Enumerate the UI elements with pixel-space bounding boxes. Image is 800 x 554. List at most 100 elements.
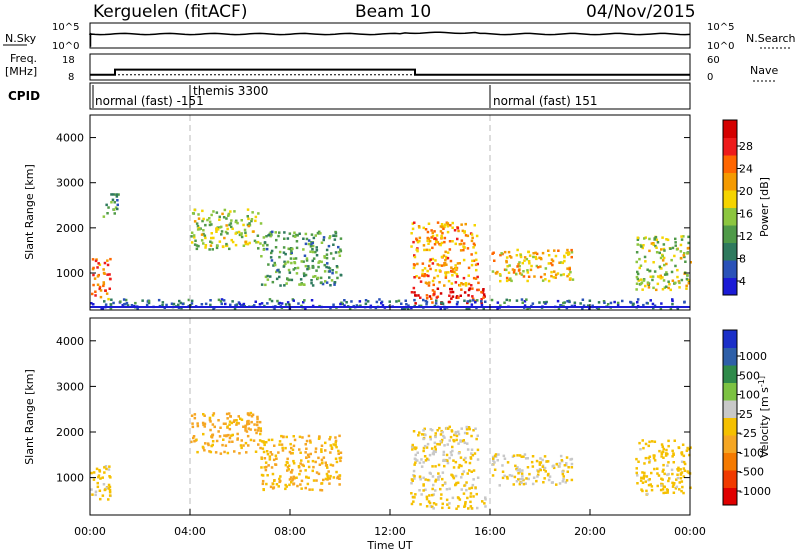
data-cell-region-3 <box>262 236 266 239</box>
data-cell-region-2 <box>262 450 266 454</box>
data-cell-region-0 <box>101 494 105 497</box>
data-cell-region-8 <box>407 304 410 307</box>
data-cell-region-8 <box>465 307 468 310</box>
data-cell-region-4 <box>447 427 450 430</box>
data-cell-region-3 <box>339 274 343 277</box>
data-cell-region-5 <box>441 231 444 235</box>
data-cell-region-3 <box>428 494 431 497</box>
data-cell-region-2 <box>260 440 264 443</box>
time-x-ticks: 00:00 04:00 08:00 12:00 16:00 20:00 00:00 <box>74 304 706 538</box>
data-cell-region-3 <box>309 245 313 248</box>
data-cell-region-1 <box>244 426 247 430</box>
data-cell-region-8 <box>339 302 342 306</box>
data-cell-region-5 <box>459 249 463 252</box>
data-cell-region-5 <box>517 478 520 481</box>
data-cell-region-4 <box>471 297 475 301</box>
data-cell-region-8 <box>343 304 346 307</box>
data-cell-region-3 <box>304 242 308 246</box>
data-cell-region-8 <box>397 299 401 303</box>
velocity-y-label: Slant Range [km] <box>23 369 36 465</box>
data-cell-region-2 <box>246 208 250 211</box>
data-cell-region-2 <box>225 244 229 247</box>
colorbar-tick-label-7: -1000 <box>739 485 771 498</box>
data-cell-region-7 <box>639 264 643 267</box>
data-cell-region-5 <box>433 276 436 280</box>
data-cell-region-8 <box>508 299 511 302</box>
data-cell-region-6 <box>536 266 540 269</box>
data-cell-region-4 <box>463 431 467 435</box>
data-cell-region-5 <box>436 274 440 278</box>
data-cell-region-5 <box>510 474 514 478</box>
data-cell-region-2 <box>215 227 218 230</box>
data-cell-region-4 <box>476 476 480 479</box>
data-cell-region-3 <box>339 249 343 253</box>
data-cell-region-6 <box>645 489 648 493</box>
data-cell-region-2 <box>301 436 304 439</box>
data-cell-region-3 <box>419 503 422 506</box>
data-cell-region-6 <box>505 268 508 272</box>
data-cell-region-3 <box>269 275 272 278</box>
data-cell-region-8 <box>235 303 238 306</box>
colorbar-tick-label-4: -25 <box>739 427 757 440</box>
data-cell-region-6 <box>642 477 645 480</box>
data-cell-region-0 <box>94 259 98 263</box>
data-cell-region-5 <box>410 245 413 248</box>
data-cell-region-0 <box>106 259 109 262</box>
freq-series <box>90 68 690 76</box>
data-cell-region-6 <box>679 473 683 476</box>
data-cell-region-6 <box>640 488 643 491</box>
data-cell-region-3 <box>278 255 281 259</box>
data-cell-region-5 <box>470 284 473 287</box>
data-cell-region-5 <box>506 461 510 464</box>
data-cell-region-4 <box>480 301 483 305</box>
data-cell-region-2 <box>290 481 293 484</box>
data-cell-region-3 <box>264 275 268 279</box>
data-cell-region-4 <box>425 446 429 449</box>
data-cell-region-4 <box>440 438 444 442</box>
data-cell-region-4 <box>441 430 444 434</box>
data-cell-region-8 <box>542 301 546 304</box>
data-cell-region-8 <box>463 299 466 302</box>
data-cell-region-4 <box>424 459 428 462</box>
data-cell-region-7 <box>680 256 683 260</box>
data-cell-region-3 <box>464 502 467 505</box>
data-cell-region-0 <box>97 262 100 265</box>
data-cell-region-2 <box>292 483 295 486</box>
data-cell-region-7 <box>652 243 655 246</box>
data-cell-region-8 <box>380 300 384 304</box>
data-cell-region-0 <box>103 272 106 275</box>
data-cell-region-2 <box>263 457 267 460</box>
data-cell-region-3 <box>290 278 294 282</box>
data-cell-region-6 <box>528 262 531 265</box>
data-cell-region-5 <box>427 237 431 240</box>
data-cell-region-2 <box>279 475 282 478</box>
data-cell-region-8 <box>161 301 165 304</box>
data-cell-region-5 <box>448 248 452 251</box>
data-cell-region-6 <box>671 485 675 488</box>
data-cell-region-5 <box>464 284 468 287</box>
data-cell-region-3 <box>458 498 462 501</box>
noise-right-tick-bottom: 10^0 <box>707 41 734 52</box>
data-cell-region-6 <box>505 279 509 283</box>
data-cell-region-5 <box>508 474 512 477</box>
data-cell-region-4 <box>439 433 443 436</box>
data-cell-region-4 <box>442 434 445 438</box>
data-cell-region-5 <box>449 259 453 263</box>
data-cell-region-0 <box>102 284 105 288</box>
data-cell-region-2 <box>234 232 237 235</box>
data-cell-region-5 <box>518 454 522 457</box>
data-cell-region-5 <box>429 258 432 261</box>
data-cell-region-5 <box>440 234 443 238</box>
data-cell-region-4 <box>468 487 471 490</box>
data-cell-region-8 <box>359 304 362 307</box>
data-cell-region-4 <box>431 487 434 491</box>
data-cell-region-2 <box>286 465 290 469</box>
data-cell-region-4 <box>468 287 472 290</box>
data-cell-region-5 <box>570 462 574 466</box>
data-cell-region-2 <box>332 476 336 479</box>
data-cell-region-2 <box>247 217 250 221</box>
data-cell-region-5 <box>530 460 534 464</box>
data-cell-region-3 <box>269 256 273 259</box>
